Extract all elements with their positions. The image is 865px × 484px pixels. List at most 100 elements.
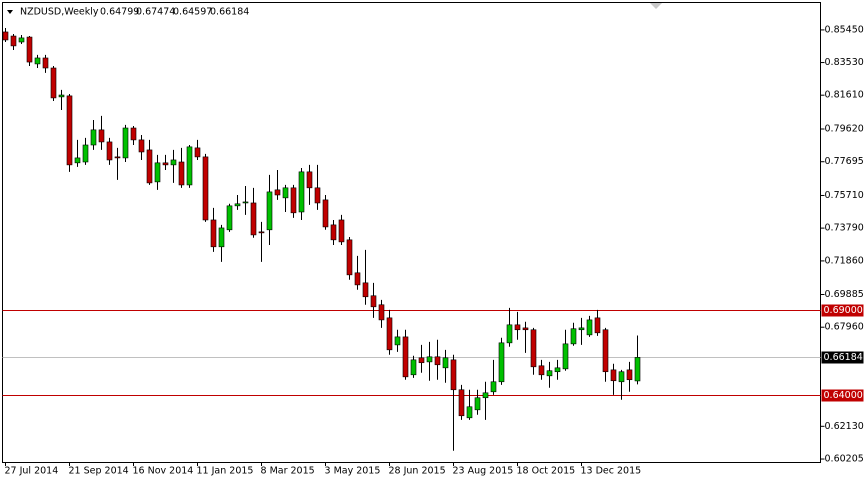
candle-body <box>378 304 385 321</box>
candle-body <box>602 329 609 373</box>
y-tick-label: 0.75710 <box>825 190 864 201</box>
candle-body <box>570 328 577 345</box>
candle-body <box>122 127 129 159</box>
x-tick-label: 23 Aug 2015 <box>453 466 514 477</box>
candle-body <box>218 227 225 248</box>
candle-body <box>98 129 105 143</box>
candle-body <box>162 162 169 166</box>
candle-body <box>522 327 529 331</box>
candle-body <box>34 57 41 65</box>
candle-body <box>226 205 233 231</box>
ohlc-high: 0.67474 <box>136 7 175 18</box>
candle-body <box>634 357 641 382</box>
candle-body <box>482 392 489 399</box>
x-tick-label: 21 Sep 2014 <box>69 466 129 477</box>
candle-body <box>506 324 513 344</box>
candle-body <box>58 94 65 98</box>
x-tick-label: 27 Jul 2014 <box>5 466 59 477</box>
x-tick-label: 16 Nov 2014 <box>133 466 194 477</box>
candle-body <box>434 356 441 366</box>
y-tick-label: 0.85450 <box>825 24 864 35</box>
candle-body <box>450 359 457 391</box>
x-tick-label: 8 Mar 2015 <box>261 466 315 477</box>
candle-body <box>186 146 193 186</box>
candle-body <box>82 144 89 163</box>
candle-body <box>266 191 273 231</box>
candle-body <box>490 381 497 393</box>
candle-body <box>410 359 417 376</box>
candle-body <box>90 129 97 146</box>
candle-body <box>74 157 81 164</box>
y-tick-label: 0.83530 <box>825 57 864 68</box>
candle-body <box>242 201 249 204</box>
plot-frame <box>2 2 821 463</box>
price-label-bg <box>821 304 864 317</box>
candle-body <box>298 171 305 213</box>
candle-body <box>538 365 545 376</box>
price-label-bg <box>821 389 864 402</box>
candle-body <box>258 231 265 234</box>
candle-body <box>250 202 257 236</box>
candle-body <box>426 356 433 363</box>
candle-body <box>466 406 473 419</box>
candle-body <box>618 371 625 383</box>
price-label: 0.66184 <box>824 352 863 363</box>
y-tick-label: 0.73790 <box>825 223 864 234</box>
candle-body <box>194 147 201 158</box>
candle-body <box>586 319 593 336</box>
candle-body <box>202 156 209 221</box>
y-tick-label: 0.79620 <box>825 124 864 135</box>
candle-body <box>306 171 313 189</box>
candle-body <box>610 369 617 382</box>
candle-body <box>314 187 321 204</box>
candle-body <box>418 357 425 364</box>
candle-body <box>130 127 137 141</box>
y-tick-label: 0.67960 <box>825 322 864 333</box>
candle-body <box>2 31 9 41</box>
y-tick-label: 0.62130 <box>825 421 864 432</box>
y-tick-label: 0.60205 <box>825 454 864 465</box>
candle-body <box>514 324 521 331</box>
candle-body <box>330 224 337 241</box>
candle-body <box>138 139 145 153</box>
candle-body <box>546 370 553 377</box>
x-tick-label: 11 Jan 2015 <box>197 466 254 477</box>
candle-body <box>362 282 369 298</box>
candle-body <box>594 317 601 334</box>
price-label: 0.64000 <box>824 390 863 401</box>
y-tick-label: 0.77695 <box>825 156 864 167</box>
candle-body <box>10 35 17 47</box>
y-tick-label: 0.71860 <box>825 255 864 266</box>
candle-body <box>234 203 241 207</box>
candle-body <box>178 161 185 186</box>
candle-body <box>370 295 377 308</box>
candle-body <box>394 336 401 346</box>
candle-body <box>578 327 585 331</box>
ohlc-close: 0.66184 <box>210 7 249 18</box>
x-tick-label: 28 Jun 2015 <box>389 466 446 477</box>
ohlc-low: 0.64597 <box>173 7 212 18</box>
candle-body <box>146 149 153 184</box>
candle-body <box>114 156 121 159</box>
candle-body <box>498 342 505 383</box>
candle-body <box>474 397 481 411</box>
candle-body <box>26 36 33 63</box>
candle-body <box>170 159 177 166</box>
candle-body <box>458 389 465 417</box>
candle-body <box>346 239 353 276</box>
candle-body <box>554 367 561 373</box>
candle-body <box>154 162 161 183</box>
x-tick-label: 3 May 2015 <box>325 466 381 477</box>
candle-body <box>18 37 25 43</box>
candle-body <box>562 343 569 370</box>
candle-body <box>50 67 57 99</box>
candle-body <box>210 219 217 248</box>
candle-body <box>442 357 449 369</box>
shift-marker <box>650 3 662 9</box>
menu-arrow <box>7 10 13 14</box>
candle-body <box>282 187 289 199</box>
x-tick-label: 13 Dec 2015 <box>581 466 642 477</box>
